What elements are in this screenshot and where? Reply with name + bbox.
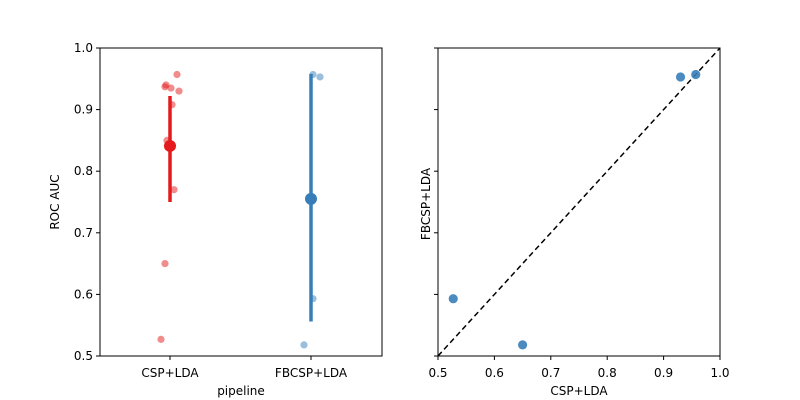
- left-y-tick-label: 0.9: [74, 103, 93, 117]
- left-y-tick-label: 0.5: [74, 349, 93, 363]
- right-x-tick-label: 1.0: [710, 366, 729, 380]
- left-y-tick-label: 1.0: [74, 41, 93, 55]
- scatter-point: [675, 72, 686, 82]
- strip-point: [175, 87, 183, 95]
- left-y-ticks: 0.5 0.6 0.7 0.8 0.9 1.0: [74, 41, 100, 363]
- right-x-tick-label: 0.7: [541, 366, 560, 380]
- right-x-axis-label: CSP+LDA: [550, 384, 608, 398]
- strip-point: [161, 260, 169, 268]
- strip-point: [167, 84, 175, 92]
- left-x-axis-label: pipeline: [217, 384, 265, 398]
- identity-diagonal-line: [437, 47, 721, 357]
- mean-marker: [164, 139, 176, 152]
- left-y-tick-label: 0.7: [74, 226, 93, 240]
- right-x-tick-label: 0.5: [428, 366, 447, 380]
- left-x-tick-label: CSP+LDA: [141, 366, 199, 380]
- strip-point: [173, 70, 181, 79]
- left-x-ticks: CSP+LDA FBCSP+LDA: [141, 356, 348, 380]
- left-y-tick-label: 0.6: [74, 287, 93, 301]
- mean-marker: [305, 192, 317, 205]
- right-x-tick-label: 0.9: [654, 366, 673, 380]
- right-x-ticks: 0.5 0.6 0.7 0.8 0.9 1.0: [428, 356, 730, 380]
- left-x-tick-label: FBCSP+LDA: [275, 366, 348, 380]
- scatter-point: [691, 69, 701, 80]
- right-y-axis-label: FBCSP+LDA: [419, 167, 433, 240]
- left-mean-markers: [164, 139, 317, 205]
- right-axes-frame: [437, 47, 721, 357]
- right-scatter-points: [448, 69, 701, 350]
- right-y-ticks: [434, 47, 438, 357]
- left-y-tick-label: 0.8: [74, 164, 93, 178]
- left-axes: 0.5 0.6 0.7 0.8 0.9 1.0 CSP+LDA FBCSP+LDA pipe…: [48, 41, 383, 398]
- right-x-tick-label: 0.8: [598, 366, 617, 380]
- left-axes-frame: [99, 47, 383, 357]
- scatter-point: [518, 340, 528, 350]
- right-axes: 0.5 0.6 0.7 0.8 0.9 1.0 CSP+LDA FBCSP+LDA: [419, 47, 730, 398]
- strip-point: [170, 186, 178, 194]
- strip-point: [300, 341, 308, 349]
- strip-point: [161, 83, 169, 91]
- scatter-point: [448, 294, 458, 304]
- left-y-axis-label: ROC AUC: [48, 174, 62, 229]
- right-x-tick-label: 0.6: [485, 366, 504, 380]
- strip-point: [316, 73, 324, 81]
- strip-point: [157, 335, 165, 343]
- left-strip-points: [157, 70, 324, 349]
